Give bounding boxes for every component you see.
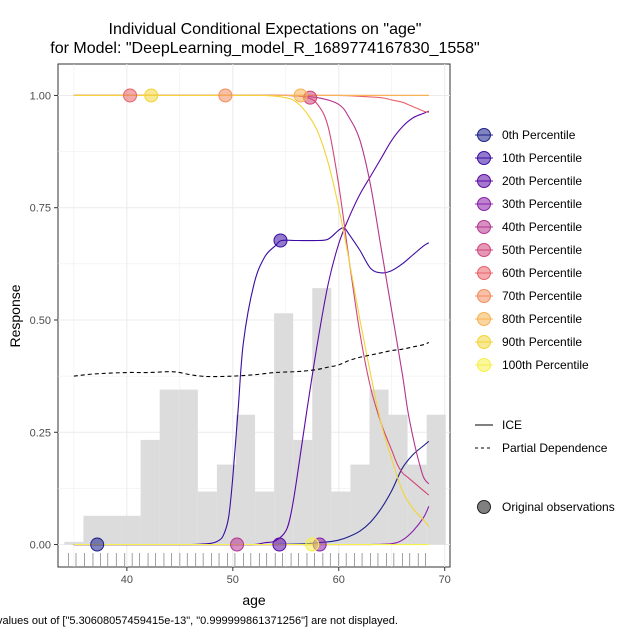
legend-swatch-point bbox=[477, 358, 491, 372]
y-tick-label: 0.00 bbox=[30, 540, 51, 552]
legend-swatch-point bbox=[477, 243, 491, 257]
histogram-bar bbox=[140, 439, 160, 545]
histogram-bar bbox=[350, 464, 370, 545]
histogram-bar bbox=[274, 313, 294, 545]
ice-line-90th-percentile bbox=[73, 94, 430, 527]
histogram-bar bbox=[407, 464, 427, 545]
histogram-bar bbox=[102, 515, 122, 545]
observation-point bbox=[273, 233, 288, 248]
legend-label: 50th Percentile bbox=[502, 243, 582, 257]
y-axis-ticks: 0.00 0.25 0.50 0.75 1.00 bbox=[30, 90, 58, 552]
observation-markers bbox=[90, 88, 327, 552]
observation-point bbox=[218, 88, 233, 103]
legend-label: ICE bbox=[502, 418, 522, 432]
x-axis-title: age bbox=[242, 592, 266, 608]
legend-label: 60th Percentile bbox=[502, 266, 582, 280]
legend-label: 30th Percentile bbox=[502, 197, 582, 211]
legend-label: 20th Percentile bbox=[502, 174, 582, 188]
ice-lines bbox=[73, 94, 430, 546]
y-axis-title: Response bbox=[7, 284, 23, 347]
histogram-bar bbox=[197, 491, 217, 545]
ice-line-20th-percentile bbox=[73, 110, 430, 546]
legend-label: 80th Percentile bbox=[502, 312, 582, 326]
y-tick-label: 0.50 bbox=[30, 315, 51, 327]
observation-point bbox=[272, 537, 287, 552]
legend-swatch-point bbox=[477, 312, 491, 326]
x-tick-label: 70 bbox=[439, 574, 451, 586]
observation-point bbox=[144, 88, 159, 103]
legend-label: 0th Percentile bbox=[502, 128, 576, 142]
legend-label: 100th Percentile bbox=[502, 358, 589, 372]
observation-point bbox=[90, 537, 105, 552]
x-tick-label: 40 bbox=[121, 574, 133, 586]
histogram-bar bbox=[235, 414, 256, 545]
histogram-bar bbox=[64, 541, 84, 545]
rug-marks bbox=[68, 553, 426, 566]
legend-swatch-point bbox=[477, 335, 491, 349]
histogram-bar bbox=[255, 491, 275, 545]
x-axis-ticks: 40 50 60 70 bbox=[121, 567, 451, 586]
age-histogram bbox=[64, 288, 446, 545]
histogram-bar bbox=[121, 515, 141, 545]
histogram-bar bbox=[178, 389, 198, 545]
histogram-bar bbox=[369, 389, 389, 545]
histogram-bar bbox=[312, 288, 332, 545]
legend-swatch-point bbox=[477, 174, 491, 188]
legend-swatch-point bbox=[477, 151, 491, 165]
histogram-bar bbox=[426, 414, 446, 545]
y-tick-label: 0.75 bbox=[30, 203, 51, 215]
observation-point bbox=[293, 88, 308, 103]
observation-point bbox=[230, 537, 245, 552]
chart-title-line-1: Individual Conditional Expectations on "… bbox=[109, 21, 422, 38]
x-tick-label: 50 bbox=[227, 574, 239, 586]
x-tick-label: 60 bbox=[333, 574, 345, 586]
legend: 0th Percentile 10th Percentile 20th Percen… bbox=[475, 128, 615, 514]
y-tick-label: 0.25 bbox=[30, 427, 51, 439]
legend-observation-swatch bbox=[477, 500, 491, 514]
legend-label: Original observations bbox=[502, 500, 615, 514]
legend-swatch-point bbox=[477, 220, 491, 234]
histogram-bar bbox=[331, 491, 351, 545]
observation-point bbox=[305, 537, 320, 552]
legend-label: 70th Percentile bbox=[502, 289, 582, 303]
legend-label: 90th Percentile bbox=[502, 335, 582, 349]
legend-swatch-point bbox=[477, 266, 491, 280]
histogram-bar bbox=[293, 439, 313, 545]
y-tick-label: 1.00 bbox=[30, 90, 51, 102]
chart-title-line-2: for Model: "DeepLearning_model_R_1689774… bbox=[50, 40, 479, 57]
histogram-bar bbox=[159, 389, 179, 545]
legend-label: 10th Percentile bbox=[502, 151, 582, 165]
legend-swatch-point bbox=[477, 197, 491, 211]
legend-swatch-point bbox=[477, 128, 491, 142]
legend-swatch-point bbox=[477, 289, 491, 303]
observation-point bbox=[123, 88, 138, 103]
histogram-bar bbox=[216, 464, 236, 545]
legend-label: 40th Percentile bbox=[502, 220, 582, 234]
legend-label: Partial Dependence bbox=[502, 441, 608, 455]
caption: values out of ["5.30608057459415e-13", "… bbox=[0, 615, 398, 627]
histogram-bar bbox=[83, 515, 103, 545]
